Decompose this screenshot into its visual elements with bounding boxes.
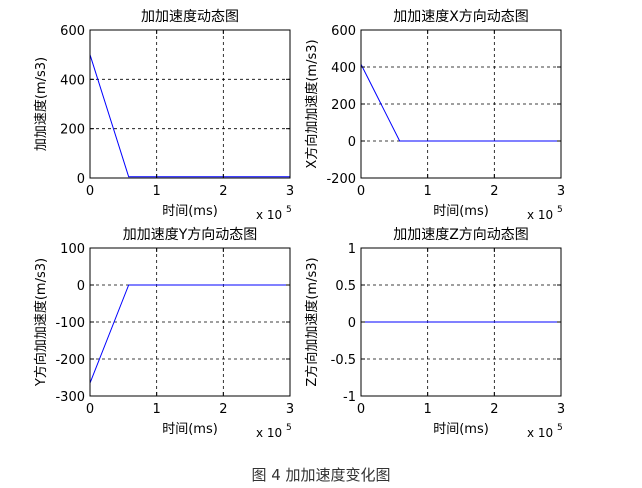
plot-area	[90, 30, 290, 178]
x-exponent-label: x 10	[527, 208, 553, 222]
x-exponent-power: 5	[557, 205, 563, 215]
x-axis-label: 时间(ms)	[433, 204, 489, 219]
y-tick-label: 400	[331, 61, 356, 76]
x-tick-label: 3	[286, 184, 294, 199]
y-tick-label: -300	[55, 390, 85, 405]
x-tick-label: 0	[86, 402, 94, 417]
x-exponent-power: 5	[286, 205, 292, 215]
y-tick-label: 0	[348, 135, 356, 150]
y-tick-label: 600	[60, 24, 85, 39]
y-tick-label: 0	[348, 316, 356, 331]
x-exponent-label: x 10	[527, 426, 553, 440]
y-tick-label: 100	[60, 242, 85, 257]
x-axis-label: 时间(ms)	[162, 422, 218, 437]
x-tick-label: 3	[557, 184, 565, 199]
x-tick-label: 3	[557, 402, 565, 417]
x-tick-label: 0	[357, 184, 365, 199]
y-tick-label: -0.5	[331, 353, 356, 368]
y-tick-label: -200	[326, 172, 356, 187]
x-exponent-label: x 10	[256, 426, 282, 440]
x-axis-label: 时间(ms)	[433, 422, 489, 437]
axes-box	[89, 29, 291, 179]
chart-title: 加加速度X方向动态图	[393, 9, 529, 25]
y-tick-label: -1	[343, 390, 356, 405]
series-line	[89, 284, 290, 384]
y-tick-label: 600	[331, 24, 356, 39]
y-tick-label: 0.5	[335, 279, 356, 294]
y-tick-label: 0	[77, 279, 85, 294]
x-tick-label: 1	[153, 402, 161, 417]
y-tick-label: -100	[55, 316, 85, 331]
chart-title: 加加速度动态图	[141, 9, 239, 25]
chart-title: 加加速度Z方向动态图	[393, 227, 529, 243]
x-tick-label: 2	[490, 184, 498, 199]
x-tick-label: 0	[86, 184, 94, 199]
y-tick-label: 200	[60, 123, 85, 138]
y-tick-label: -200	[55, 353, 85, 368]
x-axis-label: 时间(ms)	[162, 204, 218, 219]
y-axis-label: 加加速度(m/s3)	[33, 57, 49, 151]
x-exponent-label: x 10	[256, 208, 282, 222]
x-tick-label: 2	[219, 402, 227, 417]
y-axis-label: X方向加加速度(m/s3)	[304, 39, 320, 168]
x-tick-label: 2	[219, 184, 227, 199]
y-axis-label: Y方向加加速度(m/s3)	[33, 258, 49, 387]
plot-area	[90, 248, 290, 396]
y-axis-label: Z方向加加速度(m/s3)	[304, 257, 320, 386]
y-tick-label: 400	[60, 73, 85, 88]
x-tick-label: 1	[424, 402, 432, 417]
x-tick-label: 1	[424, 184, 432, 199]
y-tick-label: 200	[331, 98, 356, 113]
x-tick-label: 0	[357, 402, 365, 417]
y-tick-label: 0	[77, 172, 85, 187]
plot-area	[361, 30, 561, 178]
x-exponent-power: 5	[286, 423, 292, 433]
x-tick-label: 1	[153, 184, 161, 199]
y-tick-label: 1	[348, 242, 356, 257]
figure-caption: 图 4 加加速度变化图	[251, 466, 391, 484]
x-tick-label: 3	[286, 402, 294, 417]
chart-title: 加加速度Y方向动态图	[123, 227, 258, 243]
series-line	[89, 54, 290, 178]
x-tick-label: 2	[490, 402, 498, 417]
series-line	[360, 64, 561, 142]
x-exponent-power: 5	[557, 423, 563, 433]
